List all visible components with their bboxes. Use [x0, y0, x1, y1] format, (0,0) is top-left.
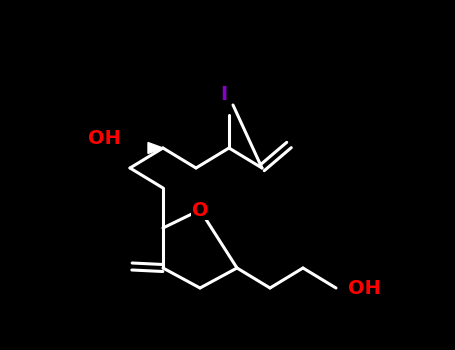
Text: I: I — [220, 85, 228, 105]
Text: OH: OH — [87, 128, 121, 147]
Text: O: O — [192, 201, 208, 219]
Text: OH: OH — [348, 279, 381, 298]
Polygon shape — [148, 142, 163, 154]
